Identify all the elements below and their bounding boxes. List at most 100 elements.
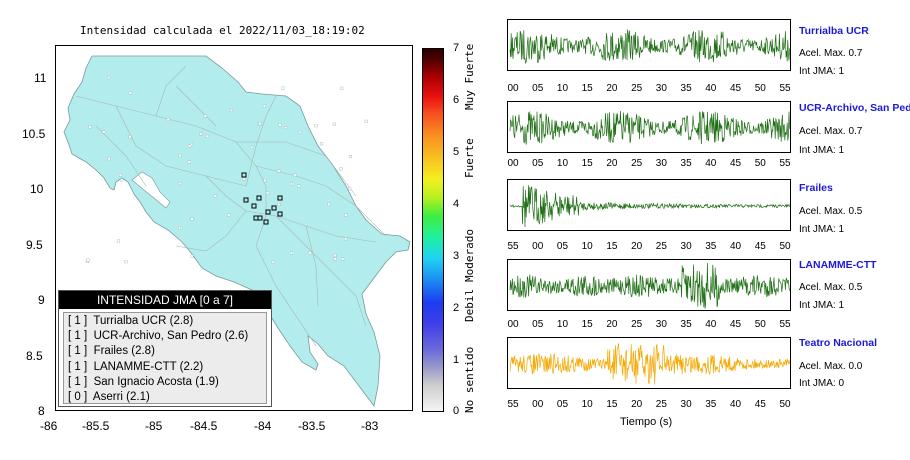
station-marker [271, 205, 277, 211]
colorbar-tick: 7 [453, 42, 460, 54]
trace-tick-label: 50 [779, 399, 791, 410]
trace-tick-label: 10 [556, 158, 569, 169]
town-marker [333, 253, 337, 257]
station-markers [241, 172, 283, 225]
trace-tick-label: 35 [705, 399, 717, 410]
legend-title: INTENSIDAD JMA [0 a 7] [59, 291, 271, 309]
station-acel-max: Acel. Max. 0.5 [799, 282, 863, 293]
legend-item: [ 1 ] Turrialba UCR (2.8) [68, 315, 194, 327]
costa-rica-landmass [63, 55, 411, 407]
trace-tick-label: 40 [705, 319, 717, 330]
station-int-jma: Int JMA: 1 [799, 224, 845, 235]
town-marker [348, 155, 352, 159]
legend-list: [ 1 ] Turrialba UCR (2.8) [ 1 ] UCR-Arch… [63, 312, 267, 404]
station-marker [243, 197, 249, 203]
trace-tick-label: 15 [581, 319, 593, 330]
trace-tick-row: 00 05 10 15 20 25 30 35 40 45 50 55 [507, 83, 791, 97]
station-int-jma: Int JMA: 1 [799, 66, 845, 77]
road-line [245, 95, 277, 187]
station-name: Teatro Nacional [799, 337, 877, 349]
town-marker [266, 191, 270, 195]
trace-tick-label: 45 [729, 319, 742, 330]
trace-tick-label: 55 [779, 319, 791, 330]
station-marker [265, 209, 271, 215]
town-marker [242, 177, 246, 181]
trace-tick-label: 30 [655, 158, 667, 169]
town-marker [189, 142, 193, 146]
town-marker [293, 173, 297, 177]
trace-tick-row: 00 05 10 15 20 25 30 35 40 45 50 55 [507, 319, 791, 333]
trace-tick-label: 00 [532, 241, 544, 252]
waveform [509, 185, 790, 228]
town-marker [258, 122, 262, 126]
trace-tick-label: 10 [556, 83, 569, 94]
town-marker [88, 125, 92, 129]
trace-tick-label: 20 [606, 319, 618, 330]
trace-tick-label: 10 [556, 319, 569, 330]
station-int-jma: Int JMA: 0 [799, 378, 845, 389]
town-marker [190, 217, 194, 221]
trace-tick-label: 35 [680, 158, 692, 169]
town-marker [178, 154, 182, 158]
x-axis-label: Tiempo (s) [620, 416, 673, 428]
trace-tick-label: 20 [631, 241, 643, 252]
waveform-line [509, 185, 790, 228]
x-tick-label: -83 [361, 419, 379, 433]
town-marker [107, 157, 111, 161]
seismogram-trace [507, 259, 791, 311]
colorbar-tick: 2 [453, 302, 460, 314]
town-marker [263, 178, 267, 182]
town-marker [308, 251, 312, 255]
x-tick-label: -86 [40, 419, 58, 433]
y-tick-label: 8 [38, 404, 45, 418]
town-markers [85, 76, 368, 264]
town-marker [199, 132, 203, 136]
station-marker [263, 219, 269, 225]
town-marker [190, 254, 194, 258]
town-marker [339, 167, 343, 171]
town-marker [281, 86, 285, 90]
waveform-line [509, 343, 790, 385]
trace-tick-label: 35 [680, 83, 692, 94]
colorbar-tick: 3 [453, 250, 460, 262]
town-marker [348, 187, 352, 191]
intensity-legend: INTENSIDAD JMA [0 a 7] [ 1 ] Turrialba U… [58, 290, 272, 407]
town-marker [341, 257, 345, 261]
colorbar-tick: 4 [453, 198, 460, 210]
town-marker [178, 182, 182, 186]
town-marker [277, 202, 281, 206]
town-marker [213, 194, 217, 198]
road-line [115, 105, 247, 187]
town-marker [278, 123, 282, 127]
trace-tick-label: 05 [532, 158, 544, 169]
station-name: UCR-Archivo, San Pedro [799, 102, 910, 114]
legend-item: [ 1 ] LANAMME-CTT (2.2) [68, 360, 204, 373]
trace-tick-label: 25 [631, 319, 643, 330]
waveform-line [509, 110, 790, 145]
trace-tick-label: 25 [631, 158, 643, 169]
trace-tick-row: 55 00 05 10 15 20 25 30 35 40 45 50 [507, 241, 791, 255]
town-marker [314, 124, 318, 128]
trace-tick-label: 40 [705, 83, 717, 94]
colorbar-word-moderado: Moderado [463, 229, 476, 282]
trace-tick-row: 55 00 05 10 15 20 25 30 35 40 45 50 [507, 399, 791, 413]
legend-item: [ 1 ] UCR-Archivo, San Pedro (2.6) [68, 330, 249, 343]
trace-tick-label: 30 [655, 83, 667, 94]
trace-tick-label: 15 [606, 241, 618, 252]
town-marker [203, 114, 207, 118]
trace-tick-label: 00 [507, 158, 519, 169]
trace-tick-label: 30 [680, 241, 692, 252]
town-marker [187, 160, 191, 164]
costa-rica-map [63, 55, 411, 407]
x-tick-label: -83.5 [298, 419, 326, 433]
town-marker [297, 184, 301, 188]
y-tick-label: 11 [34, 71, 47, 85]
seismogram-trace [507, 179, 791, 231]
trace-tick-label: 55 [507, 399, 519, 410]
trace-tick-row: 00 05 10 15 20 25 30 35 40 45 50 55 [507, 158, 791, 172]
nicoya-gulf [131, 171, 171, 209]
town-marker [166, 117, 170, 121]
town-marker [107, 76, 111, 80]
trace-tick-label: 35 [680, 319, 692, 330]
trace-tick-label: 05 [532, 319, 544, 330]
